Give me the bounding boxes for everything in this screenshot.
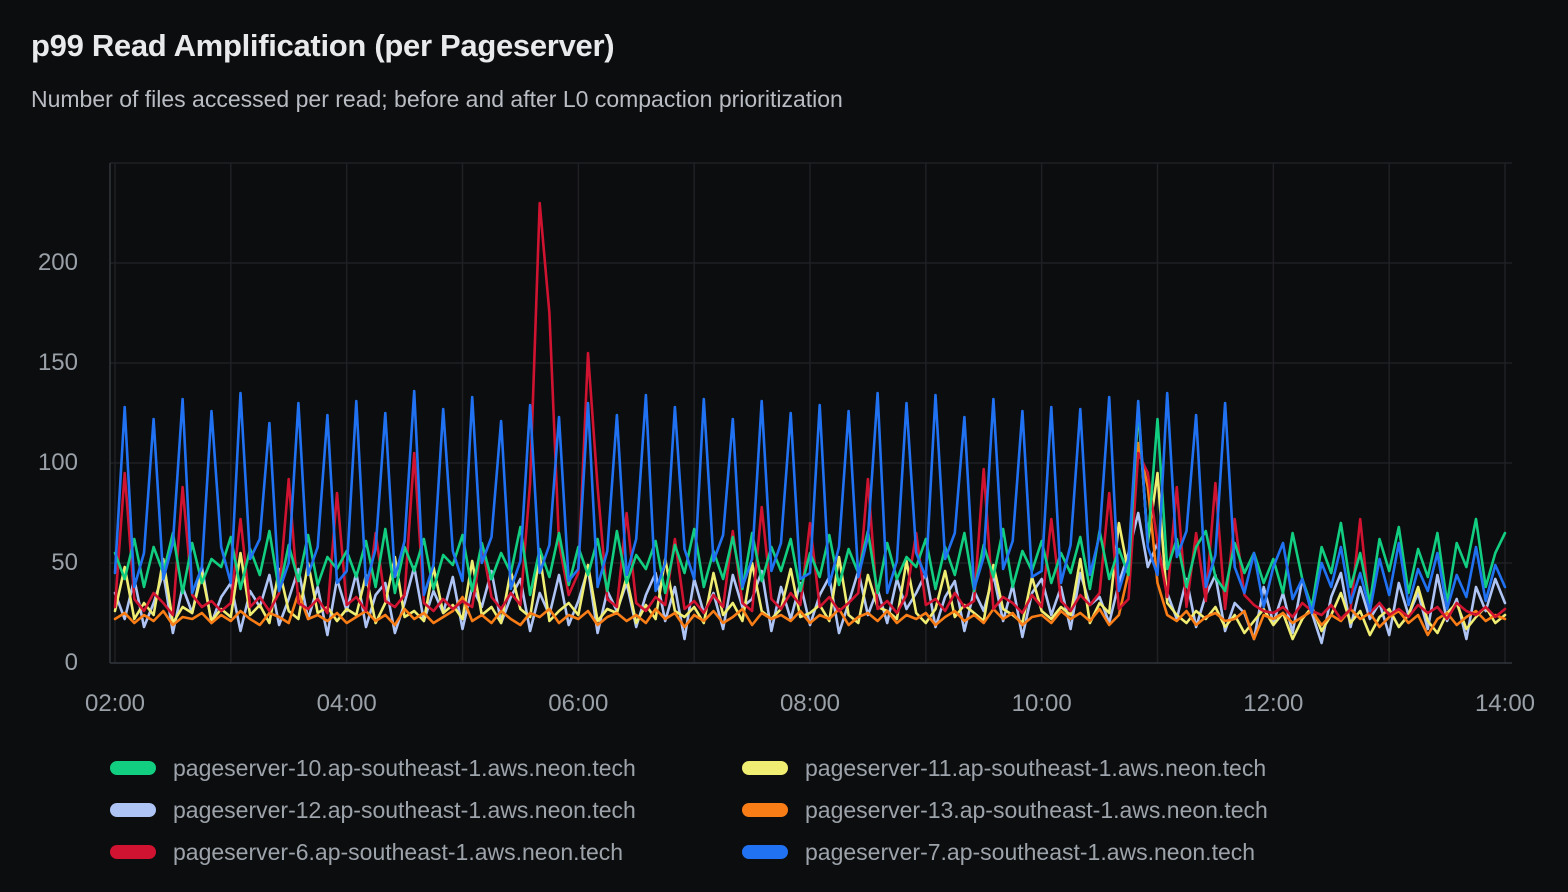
legend-label: pageserver-7.ap-southeast-1.aws.neon.tec… [805,838,1256,865]
y-tick-label: 200 [37,249,78,276]
legend-label: pageserver-10.ap-southeast-1.aws.neon.te… [173,754,636,781]
page-title: p99 Read Amplification (per Pageserver) [31,28,615,63]
legend-label: pageserver-12.ap-southeast-1.aws.neon.te… [173,796,636,823]
legend-label: pageserver-11.ap-southeast-1.aws.neon.te… [805,754,1267,781]
panel-subtitle: Number of files accessed per read; befor… [31,86,843,112]
legend-item-pageserver-10[interactable]: pageserver-10.ap-southeast-1.aws.neon.te… [110,753,742,783]
x-tick-label: 10:00 [1011,690,1072,717]
series-color-swatch [110,803,156,817]
series-color-swatch [742,845,788,859]
x-tick-label: 08:00 [779,690,841,717]
legend-label: pageserver-6.ap-southeast-1.aws.neon.tec… [173,838,624,865]
series-color-swatch [742,803,788,817]
y-tick-label: 50 [51,549,78,576]
legend-item-pageserver-7[interactable]: pageserver-7.ap-southeast-1.aws.neon.tec… [742,837,1268,867]
x-tick-label: 06:00 [548,690,609,717]
series-color-swatch [742,761,788,775]
series-color-swatch [110,761,156,775]
x-tick-label: 12:00 [1243,690,1304,717]
legend-item-pageserver-11[interactable]: pageserver-11.ap-southeast-1.aws.neon.te… [742,753,1268,783]
legend-item-pageserver-12[interactable]: pageserver-12.ap-southeast-1.aws.neon.te… [110,795,742,825]
y-tick-label: 0 [64,649,78,676]
y-tick-label: 150 [37,349,78,376]
x-tick-label: 04:00 [316,690,377,717]
series-color-swatch [110,845,156,859]
legend-item-pageserver-13[interactable]: pageserver-13.ap-southeast-1.aws.neon.te… [742,795,1268,825]
y-tick-label: 100 [37,449,78,476]
legend-item-pageserver-6[interactable]: pageserver-6.ap-southeast-1.aws.neon.tec… [110,837,742,867]
x-tick-label: 02:00 [84,690,146,717]
x-tick-label: 14:00 [1474,690,1536,717]
chart-legend: pageserver-10.ap-southeast-1.aws.neon.te… [110,753,1268,867]
legend-label: pageserver-13.ap-southeast-1.aws.neon.te… [805,796,1268,823]
